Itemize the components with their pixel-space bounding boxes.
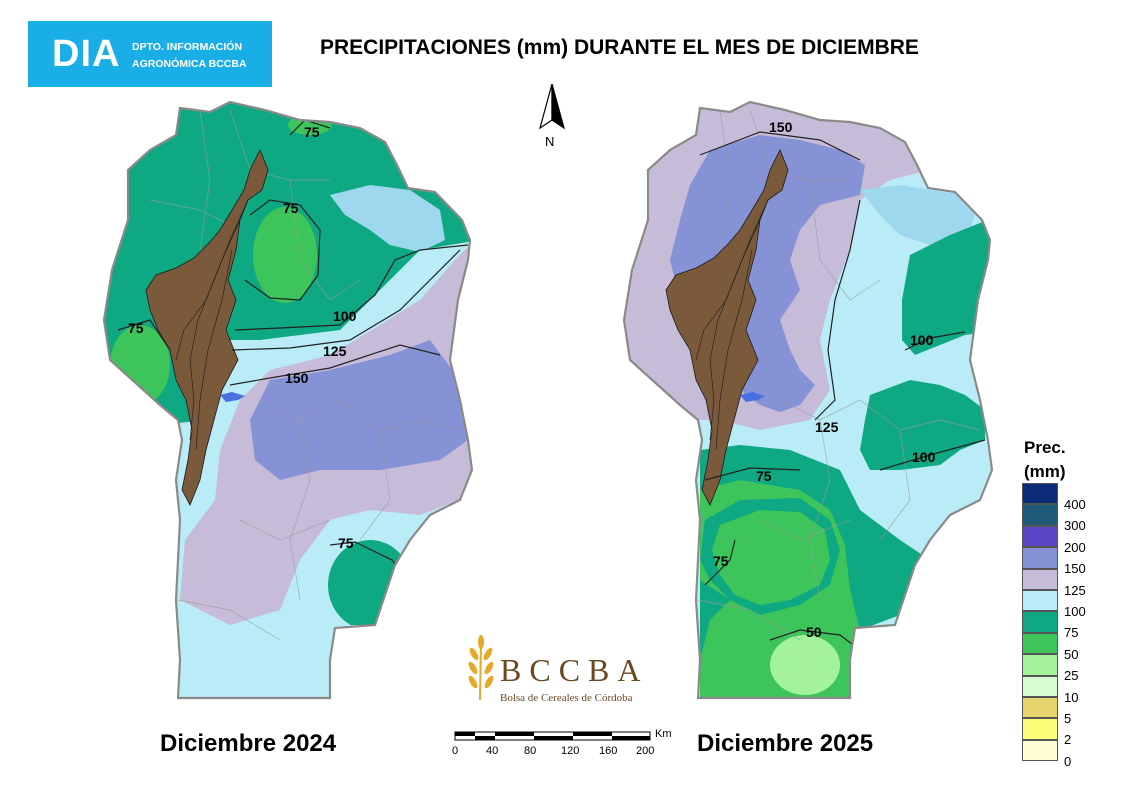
legend-swatch <box>1022 718 1058 740</box>
bccba-subtitle: Bolsa de Cereales de Córdoba <box>500 692 633 704</box>
legend-swatch <box>1022 675 1058 697</box>
isoline-label: 100 <box>910 332 934 348</box>
legend-swatch <box>1022 547 1058 569</box>
legend-value: 100 <box>1064 603 1086 619</box>
wheat-icon <box>468 635 494 701</box>
legend-value: 10 <box>1064 689 1079 705</box>
dia-logo: DIA DPTO. INFORMACIÓN AGRONÓMICA BCCBA <box>28 21 272 87</box>
legend-title-line-1: Prec. <box>1024 438 1066 457</box>
legend-value: 75 <box>1064 625 1079 641</box>
isoline-label: 125 <box>323 343 347 359</box>
bccba-wordmark: BCCBA <box>500 652 649 688</box>
panel-label-2025: Diciembre 2025 <box>697 730 874 757</box>
legend-value: 2 <box>1064 732 1072 748</box>
isoline-label: 75 <box>338 535 354 551</box>
isoline-labels-2025: 150 100 125 100 75 75 50 <box>713 119 936 640</box>
isoline-label: 125 <box>815 419 839 435</box>
legend-value: 400 <box>1064 497 1086 512</box>
legend-title-line-2: (mm) <box>1024 462 1066 481</box>
isoline-label: 150 <box>285 370 309 386</box>
logo-line-1: DPTO. INFORMACIÓN <box>132 41 243 53</box>
isoline-label: 100 <box>912 449 936 465</box>
legend-title: Prec. (mm) <box>1024 436 1066 484</box>
legend-swatch <box>1022 568 1058 590</box>
isoline-labels-2024: 75 75 75 100 125 150 75 <box>128 124 357 551</box>
legend-value: 50 <box>1064 646 1079 662</box>
legend-value: 25 <box>1064 668 1079 684</box>
logo-subtitle: DPTO. INFORMACIÓN AGRONÓMICA BCCBA <box>132 39 247 73</box>
scale-tick: 160 <box>599 745 617 757</box>
logo-line-2: AGRONÓMICA BCCBA <box>132 58 247 70</box>
legend-swatch <box>1022 483 1058 505</box>
isoline-label: 75 <box>713 553 729 569</box>
legend-swatch <box>1022 654 1058 676</box>
logo-acronym: DIA <box>52 33 121 75</box>
legend-value: 125 <box>1064 582 1086 598</box>
isoline-label: 75 <box>756 468 772 484</box>
legend-value: 200 <box>1064 539 1086 555</box>
isoline-label: 75 <box>304 124 320 140</box>
legend-value: 300 <box>1064 518 1086 534</box>
scale-tick: 200 <box>636 745 654 757</box>
legend-swatch <box>1022 739 1058 762</box>
legend-swatch <box>1022 589 1058 612</box>
scale-tick: 120 <box>561 745 579 757</box>
scale-tick: 0 <box>452 745 458 757</box>
scale-tick: 40 <box>486 745 498 757</box>
north-label: N <box>545 134 554 149</box>
legend-value: 5 <box>1064 710 1072 726</box>
scale-bar: Km 0 40 80 120 160 200 <box>452 728 672 757</box>
page-title: PRECIPITACIONES (mm) DURANTE EL MES DE D… <box>320 36 919 59</box>
scale-unit: Km <box>655 728 672 740</box>
legend-swatch <box>1022 632 1058 655</box>
panel-label-2024: Diciembre 2024 <box>160 730 337 757</box>
isoline-label: 75 <box>128 320 144 336</box>
scale-tick: 80 <box>524 745 536 757</box>
north-arrow-icon: N <box>538 83 566 149</box>
legend-swatch <box>1022 611 1058 633</box>
legend-swatch <box>1022 696 1058 719</box>
legend-value: 0 <box>1064 753 1072 769</box>
legend-value: 150 <box>1064 561 1086 577</box>
isoline-label: 50 <box>806 624 822 640</box>
isoline-label: 100 <box>333 308 357 324</box>
legend-swatch <box>1022 525 1058 548</box>
isoline-label: 75 <box>283 200 299 216</box>
legend-swatch <box>1022 504 1058 526</box>
isoline-label: 150 <box>769 119 793 135</box>
